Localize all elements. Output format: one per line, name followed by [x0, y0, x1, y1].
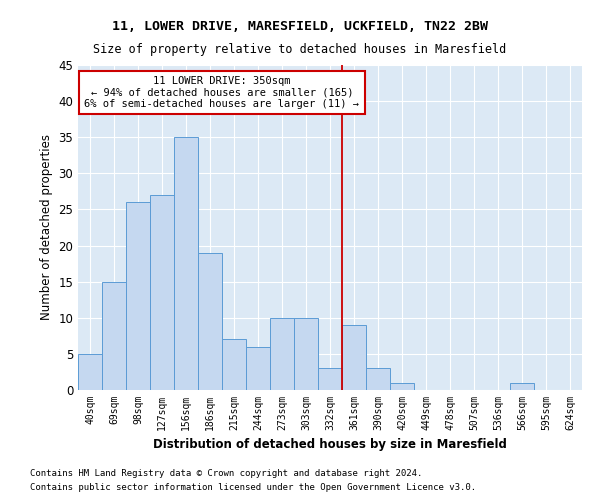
- Text: Contains HM Land Registry data © Crown copyright and database right 2024.: Contains HM Land Registry data © Crown c…: [30, 468, 422, 477]
- Bar: [342, 325, 366, 390]
- Text: Size of property relative to detached houses in Maresfield: Size of property relative to detached ho…: [94, 42, 506, 56]
- Y-axis label: Number of detached properties: Number of detached properties: [40, 134, 53, 320]
- Bar: [246, 346, 270, 390]
- Bar: [510, 383, 534, 390]
- Bar: [270, 318, 294, 390]
- Bar: [198, 253, 222, 390]
- Text: Contains public sector information licensed under the Open Government Licence v3: Contains public sector information licen…: [30, 484, 476, 492]
- Bar: [294, 318, 318, 390]
- Bar: [102, 282, 126, 390]
- Bar: [78, 354, 102, 390]
- Bar: [318, 368, 342, 390]
- Bar: [366, 368, 390, 390]
- Bar: [222, 340, 246, 390]
- Bar: [150, 195, 174, 390]
- Text: 11 LOWER DRIVE: 350sqm
← 94% of detached houses are smaller (165)
6% of semi-det: 11 LOWER DRIVE: 350sqm ← 94% of detached…: [85, 76, 359, 109]
- Text: 11, LOWER DRIVE, MARESFIELD, UCKFIELD, TN22 2BW: 11, LOWER DRIVE, MARESFIELD, UCKFIELD, T…: [112, 20, 488, 33]
- Bar: [390, 383, 414, 390]
- Bar: [126, 202, 150, 390]
- Bar: [174, 137, 198, 390]
- X-axis label: Distribution of detached houses by size in Maresfield: Distribution of detached houses by size …: [153, 438, 507, 452]
